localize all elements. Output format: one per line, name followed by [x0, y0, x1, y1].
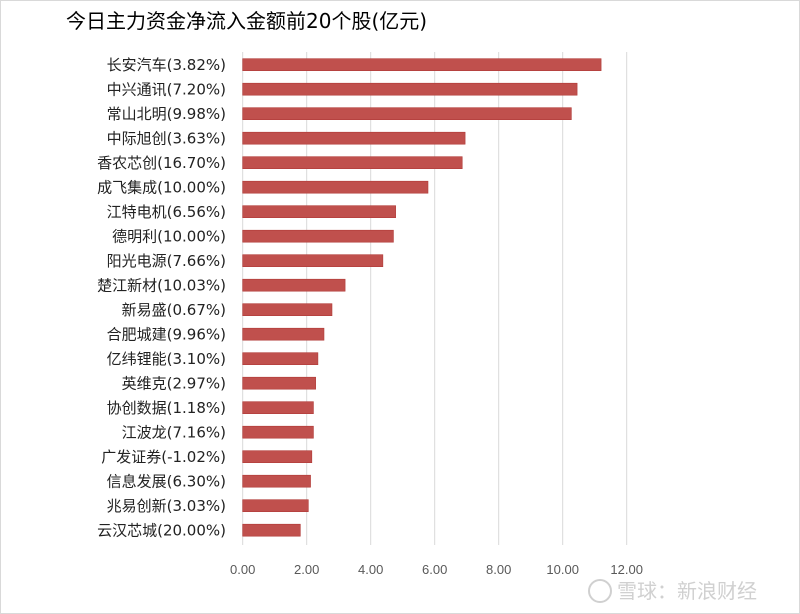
- bar: [242, 278, 346, 292]
- category-label: 成飞集成(10.00%): [97, 179, 226, 197]
- category-label: 楚江新材(10.03%): [97, 277, 226, 295]
- bar: [242, 499, 309, 513]
- bar: [242, 58, 602, 72]
- bar: [242, 474, 311, 488]
- bar: [242, 327, 325, 341]
- bar: [242, 205, 396, 218]
- x-tick-label: 6.00: [422, 562, 447, 577]
- x-tick-label: 8.00: [486, 562, 511, 577]
- category-label: 长安汽车(3.82%): [107, 56, 226, 74]
- category-label: 香农芯创(16.70%): [97, 154, 226, 172]
- category-label: 英维克(2.97%): [122, 375, 226, 393]
- bar: [242, 425, 314, 439]
- x-tick-label: 10.00: [546, 562, 579, 577]
- watermark: 雪球：新浪财经: [588, 579, 757, 603]
- bar: [242, 254, 384, 267]
- category-label: 江波龙(7.16%): [122, 424, 226, 442]
- bar: [242, 180, 429, 194]
- category-label: 合肥城建(9.96%): [107, 326, 226, 344]
- bar: [242, 156, 463, 169]
- bar: [242, 229, 394, 243]
- bar: [242, 131, 466, 145]
- bar: [242, 376, 316, 390]
- x-tick-label: 12.00: [610, 562, 643, 577]
- category-label: 广发证券(-1.02%): [101, 448, 226, 466]
- category-label: 兆易创新(3.03%): [107, 497, 226, 515]
- bar: [242, 352, 319, 366]
- bar: [242, 450, 313, 464]
- x-tick-label: 0.00: [230, 562, 255, 577]
- category-label: 常山北明(9.98%): [107, 105, 226, 123]
- bar: [242, 107, 572, 120]
- bar: [242, 82, 578, 96]
- watermark-text: 雪球：新浪财经: [617, 579, 757, 603]
- chart-title: 今日主力资金净流入金额前20个股(亿元): [66, 9, 427, 33]
- category-label: 亿纬锂能(3.10%): [107, 350, 226, 368]
- category-label: 信息发展(6.30%): [107, 473, 226, 491]
- category-label: 新易盛(0.67%): [122, 301, 226, 319]
- category-label: 德明利(10.00%): [112, 228, 226, 246]
- category-label: 中兴通讯(7.20%): [107, 81, 226, 99]
- category-label: 中际旭创(3.63%): [107, 130, 226, 148]
- bar: [242, 303, 333, 317]
- x-tick-label: 4.00: [358, 562, 383, 577]
- bar: [242, 523, 301, 537]
- category-label: 江特电机(6.56%): [107, 203, 226, 221]
- category-label: 协创数据(1.18%): [107, 399, 226, 417]
- x-tick-label: 2.00: [294, 562, 319, 577]
- category-label: 云汉芯城(20.00%): [97, 522, 226, 540]
- category-label: 阳光电源(7.66%): [107, 252, 226, 270]
- bar: [242, 401, 314, 415]
